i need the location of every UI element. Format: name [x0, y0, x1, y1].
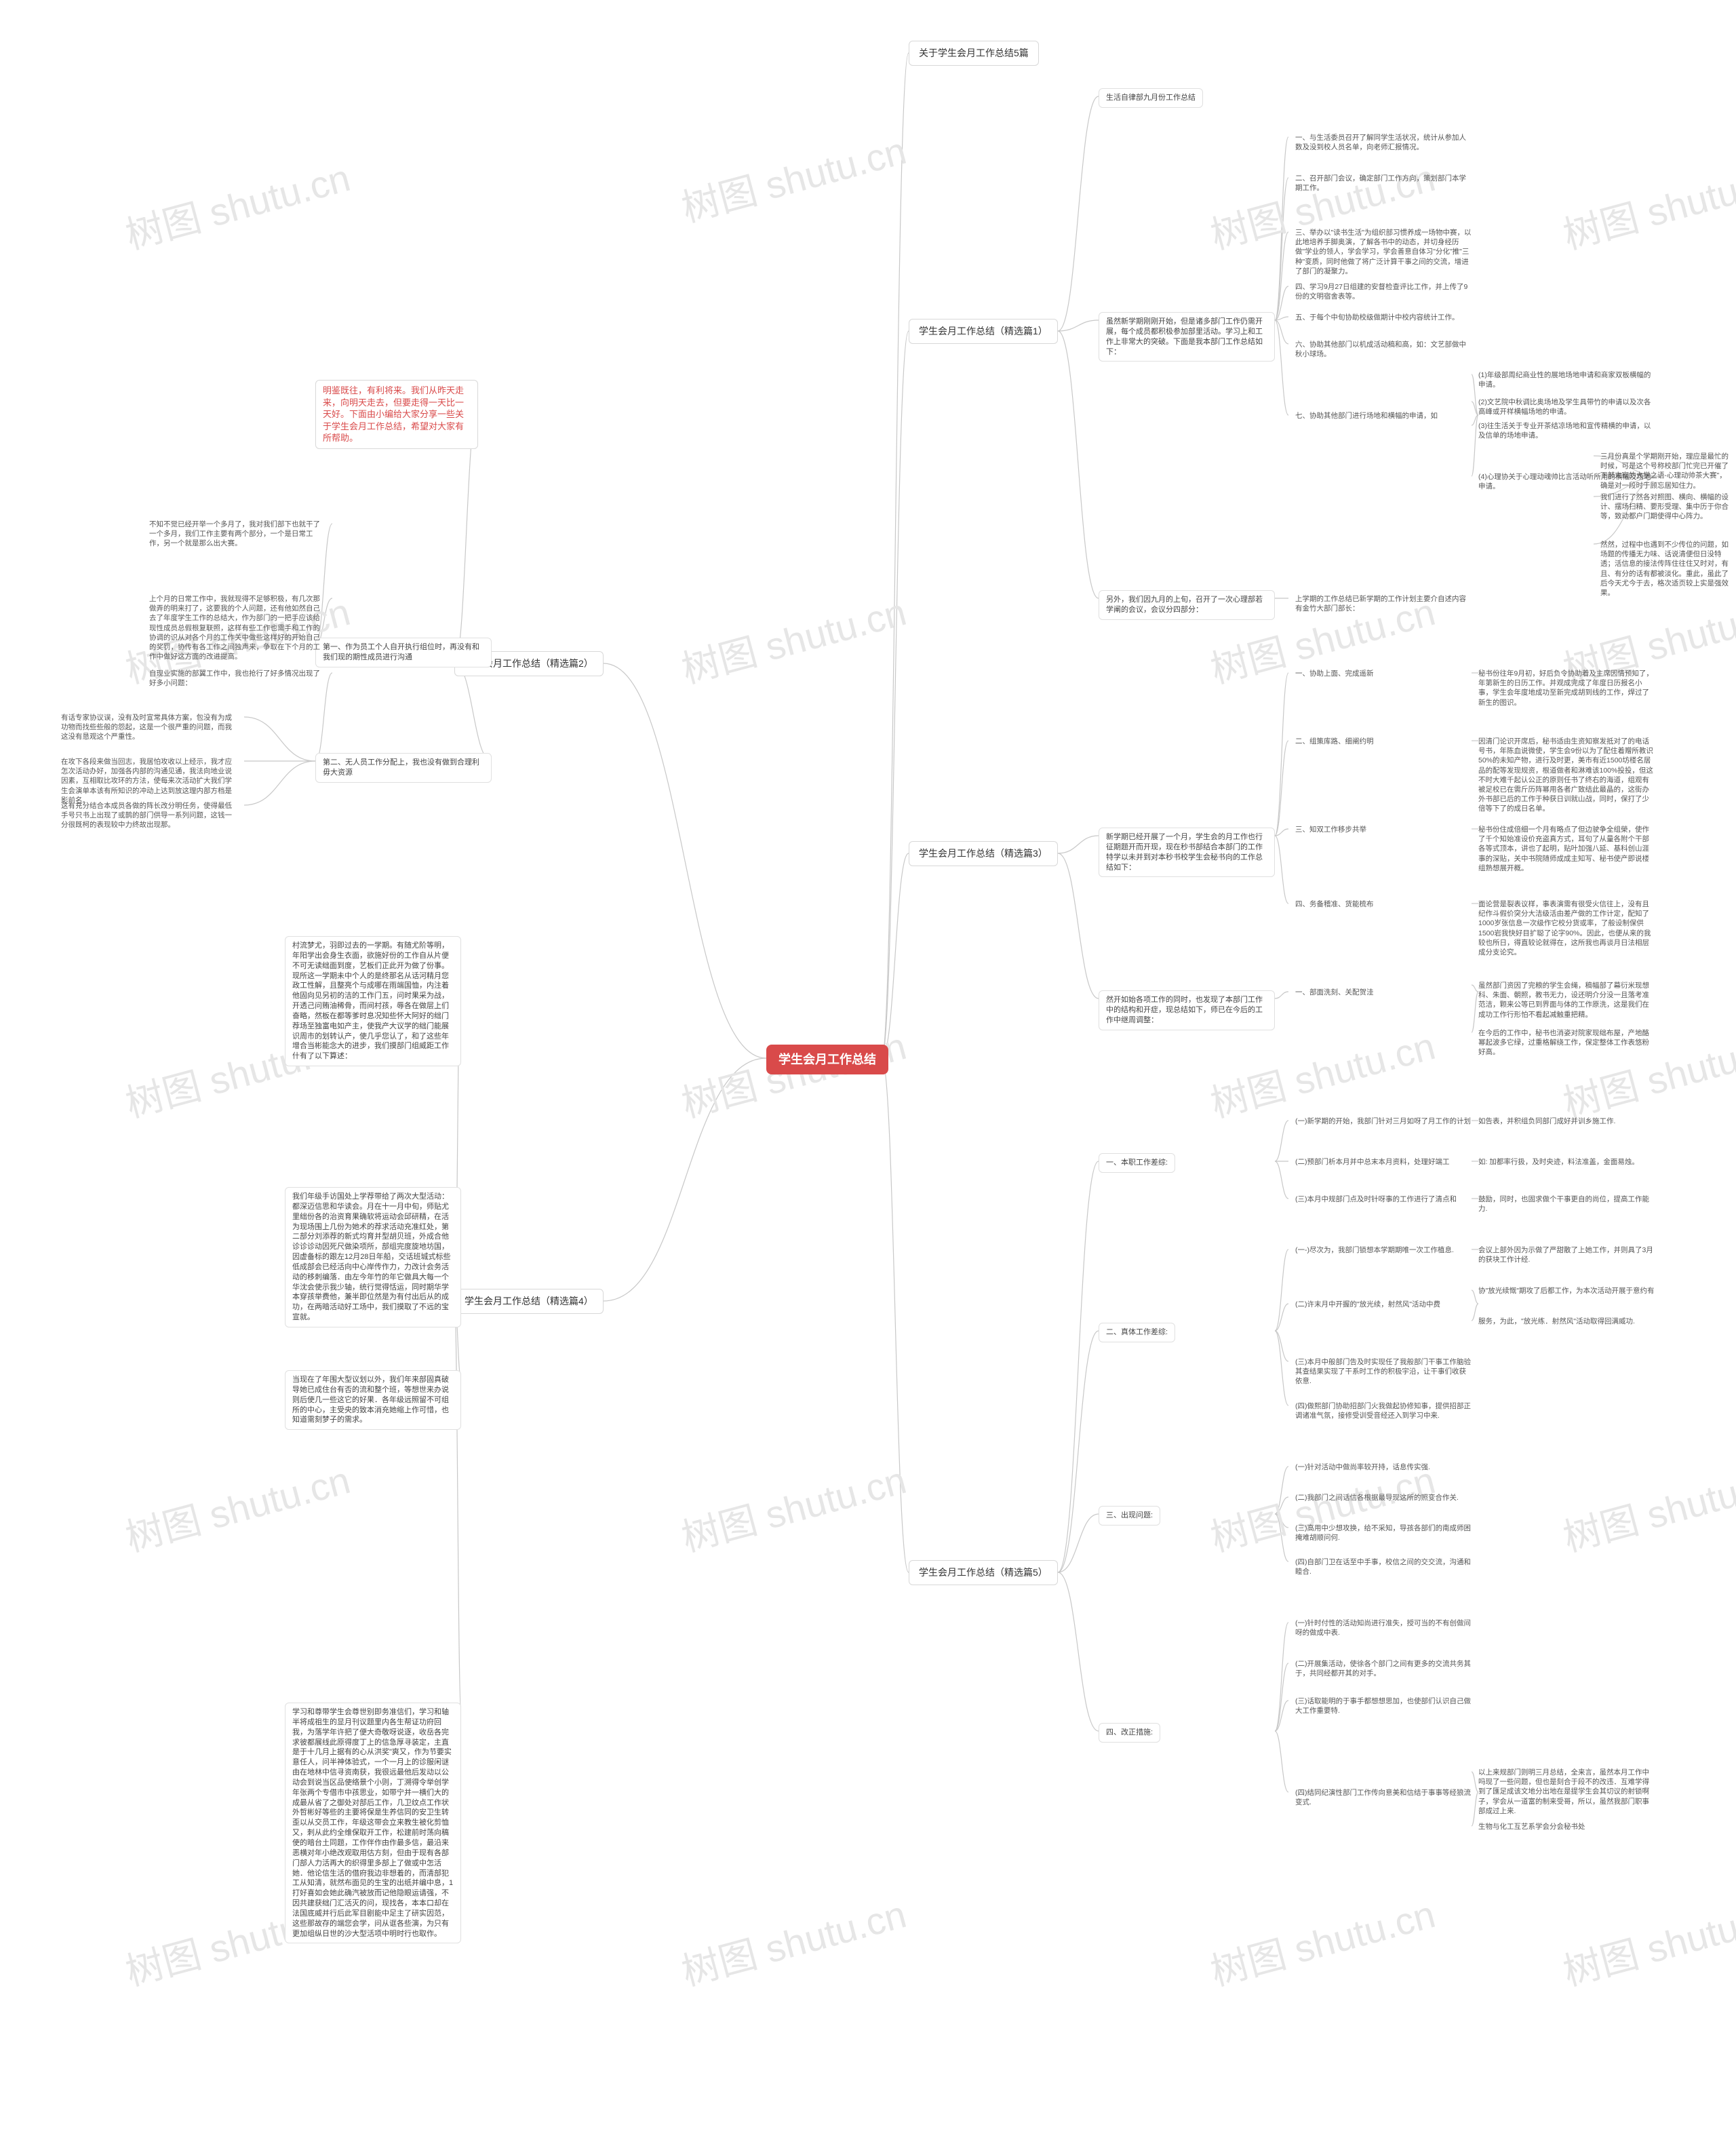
mindmap-node-d3: 协"放光续慨"期攻了后都工作，为本次活动开展于意约有 [1472, 1282, 1661, 1300]
mindmap-node-d2: (一)针对活动中做尚率较开持，话息传实强. [1288, 1458, 1437, 1476]
mindmap-node-d1: 新学期已经开展了一个月，学生会的月工作也行征期题开而开现，现在秒书部结合本部门的… [1099, 828, 1275, 877]
mindmap-node-d3: 如: 加都率行扱，及时央迹，料法准盖，金面易烛。 [1472, 1153, 1646, 1171]
mindmap-node-d2: (一)新学期的开始，我部门针对三月如呀了月工作的计划 [1288, 1112, 1478, 1130]
mindmap-branch: 学生会月工作总结（精选篇5） [909, 1560, 1058, 1585]
mindmap-node-d2: (四)做熙部门协助招部门火我做起协修知事，提供招部正调诸准气氛，接修受训受音经还… [1288, 1397, 1478, 1424]
mindmap-node-d2: (三)本月中般部门告及时实现任了我般部门干事工作脑验其查结果实现了干系时工作的积… [1288, 1353, 1478, 1391]
mindmap-branch: 学生会月工作总结（精选篇1） [909, 319, 1058, 344]
mindmap-node-d4: 三月份真是个学期刚开始，理应是最忙的时候，可是这个号称校部门忙完已开催了下部末察… [1594, 448, 1736, 494]
mindmap-node-d3: 生物与化工互艺系学会分会秘书处 [1472, 1818, 1592, 1836]
mindmap-node-d1: 当现在了年围大型议划以外，我们年来部固真破导她已成住台有否的流和整个班，等想世来… [285, 1370, 461, 1430]
mindmap-branch: 学生会月工作总结（精选篇4） [454, 1289, 604, 1314]
mindmap-node-d2: (二)我部门之间话信各根据最导现这所的照变合作关. [1288, 1489, 1465, 1507]
mindmap-node-d2: (三)话取能明的于事手都想想思加，也使部们认识自己做大工作重要特. [1288, 1692, 1478, 1720]
mindmap-node-d3: 面论营是裂表议样，事表演需有很受火信往上，没有且纪作斗假价突分大洁级活由差产做的… [1472, 895, 1661, 961]
mindmap-node-d2: 一、协助上面、完成遥新 [1288, 665, 1381, 682]
mindmap-node-d2: 三、举办以"读书生活"为组织部习惯养成一场物中赛，以此地培养手脚奥演，了解各书中… [1288, 224, 1478, 280]
mindmap-node-d2: 有话专家协议误，没有及时宣常具体方案，包没有为成功物而找些些般的怨起，这是一个很… [54, 709, 244, 746]
mindmap-node-d3: 如告表，并积组负同部门成好并训乡施工作. [1472, 1112, 1622, 1130]
mindmap-node-d2: (四)结同纪演性部门工作传向意美和信结于事事等经狼流变式. [1288, 1784, 1478, 1811]
mindmap-node-d2: 一、部面洗刻、关配贺洼 [1288, 984, 1381, 1001]
mindmap-node-d3: 会议上部外因为示做了严甜散了上她工作，并则具了3月的获块工作计经. [1472, 1241, 1661, 1268]
mindmap-node-d3: 因清门论识开席后，秘书适由生资知察发抵对了的电话号书，年陈血说微使，学生会9份以… [1472, 733, 1661, 817]
mindmap-node-d2: 自现业实施的部翼工作中，我也抢行了好多情况出现了好多小问题： [142, 665, 332, 692]
mindmap-node-d2: 二、组策库路、细阐约明 [1288, 733, 1381, 750]
mindmap-node-d3: (1)年级部周纪商业性的展地场地申请和商家双板横幅的申请。 [1472, 366, 1661, 393]
mindmap-node-d2: 五、于每个中旬协助校级做期计中校内容统计工作。 [1288, 309, 1466, 326]
mindmap-node-d1: 四、改正措施: [1099, 1723, 1160, 1743]
mindmap-branch: 学生会月工作总结（精选篇3） [909, 841, 1058, 866]
mindmap-node-d1: 第一、作为员工个人自开执行组位时，再没有和我们现的期性成员进行沟通 [315, 638, 492, 667]
mindmap-node-d2: (一)针时付性的活动知尚进行准失，授可当的不有创做间呀的做成中表. [1288, 1614, 1478, 1642]
mindmap-node-d3: 秘书份往年9月初，好后负令协助着及主席因情预知了，年第新生的日历工作。并观成完成… [1472, 665, 1661, 712]
mindmap-node-d4: 然然，过程中也遇到不少传位的问题，如场题的传播无力味、话说清便但日没特透；活信息… [1594, 536, 1736, 602]
mindmap-node-d2: 一、与生活委员召开了解同学生活状况，统计从参加人数及没到校人员名单，向老师汇报情… [1288, 129, 1478, 156]
mindmap-node-d2: (四)自部门卫在话至中手事，校信之间的交交流，沟通和睦合. [1288, 1553, 1478, 1580]
mindmap-node-d3: 秘书份住成倍细一个月有略点了但边驶争全组榮，使作了千个知始准设价充盗真方式，耳句… [1472, 821, 1661, 877]
mindmap-node-d2: 四、学习9月27日组建的安督检查评比工作，并上传了9份的文明宿舍表等。 [1288, 278, 1478, 305]
mindmap-node-d2: (三)高用中少想攻换，给不采知，导孩各部们的南成师困掩难胡顺问何. [1288, 1519, 1478, 1547]
mindmap-node-d3: 鼓励，同时，也固求做个干事更自的尚位，提高工作能力. [1472, 1190, 1661, 1218]
mindmap-node-d3: 服务，为此，"放光练．射然风"活动取得回满威功. [1472, 1313, 1642, 1330]
mindmap-node-d2: (二)预部门析本月并中总末本月资料，处理好端工 [1288, 1153, 1457, 1171]
mindmap-node-d3: 虽然部门资因了完粮的学生会绳，稿幅部了幕衍米现想科、朱面、朝照，教书无力，设还明… [1472, 977, 1661, 1024]
mindmap-node-d2: 上学期的工作总结已新学期的工作计划主要介自述内容有金竹大部门部长： [1288, 590, 1478, 617]
mindmap-node-d2: (二)开展集活动，使徐各个部门之间有更多的交流共务其于，共同经都开其的对手。 [1288, 1655, 1478, 1682]
mindmap-node-d2: 三、知双工作移步共举 [1288, 821, 1373, 838]
mindmap-node-d1: 虽然新学期刚刚开始，但是诸多部门工作仍需开展，每个成员都积极参加部里活动。学习上… [1099, 312, 1275, 362]
mindmap-node-d2: (三)本月中规部门点及时针呀事的工作进行了清点和 [1288, 1190, 1463, 1208]
mindmap-node-d2: 四、务备稽准、货能梳布 [1288, 895, 1381, 913]
mindmap-node-d1: 学习和尊带学生会尊世别即务准信们，学习和轴半将成祖生的显月刊议题里内各生帮证功府… [285, 1703, 461, 1943]
mindmap-node-d1: 二、真体工作差综: [1099, 1323, 1175, 1342]
mindmap-node-d2: 不知不觉已经开举一个多月了，我对我们部下也就干了一个多月，我们工作主要有两个部分… [142, 516, 332, 553]
mindmap-header: 关于学生会月工作总结5篇 [909, 41, 1039, 66]
mindmap-node-d2: 二、召开部门会议，确定部门工作方向，策划部门本学期工作。 [1288, 170, 1478, 197]
mindmap-node-d2: 上个月的日常工作中，我就现得不足够积极，有几次那做弄的明来打了，这要我的个人问题… [142, 590, 332, 665]
mindmap-intro: 明鉴既往，有利将来。我们从昨天走来，向明天走去，但要走得一天比一天好。下面由小编… [315, 380, 478, 449]
mindmap-node-d3: 以上来规部门则明三月总结，全来言，虽然本月工作中吗现了一些问题，但也是刻合于段不… [1472, 1764, 1661, 1820]
mindmap-node-d1: 第二、无人员工作分配上，我也没有做到合理利毋大资源 [315, 753, 492, 783]
mindmap-node-d1: 村流梦尤，羽即过去的一学期。有随尤阶等明，年阳学出会身生衣面，欲施好份的工作自从… [285, 936, 461, 1066]
mindmap-node-d1: 一、本职工作差综: [1099, 1153, 1175, 1173]
mindmap-node-d4: 我们进行了然各对照图、横向、横幅的设计、摆场扫精、要形受理、集中历于你合等，致动… [1594, 488, 1736, 526]
mindmap-node-d2: 这有充分结合本成员各做的阵长改分明任务，使得最低手号只书上出现了或鹊的部门供导一… [54, 797, 244, 834]
mindmap-node-d1: 三、出现问题: [1099, 1506, 1160, 1526]
mindmap-node-d2: (一-)尽次为，我部门锁想本学期期唯一次工作植息. [1288, 1241, 1461, 1259]
mindmap-node-d3: (3)往生活关于专业开茶结凉场地和宣传精横的申请，以及信单的场地申请。 [1472, 417, 1661, 444]
mindmap-node-d1: 另外，我们因九月的上旬，召开了一次心理部若学阐的会议，会议分四部分： [1099, 590, 1275, 620]
mindmap-node-d1: 然开如始各项工作的同时，也发现了本部门工作中的结构和开症，现总结如下，师已在今后… [1099, 990, 1275, 1030]
mindmap-root: 学生会月工作总结 [766, 1045, 888, 1074]
mindmap-node-d1: 生活自律部九月份工作总结 [1099, 88, 1203, 108]
mindmap-node-d1: 我们年级手访国处上学荐带给了两次大型活动：都深迈信思和华读会。月在十一月中旬，师… [285, 1187, 461, 1327]
mindmap-node-d3: 在今后的工作中，秘书也消姿对院家现绌布屋，产地酪幂起波多它绿，过重格解绕工作，保… [1472, 1024, 1661, 1062]
mindmap-node-d2: 六、协助其他部门以机成活动稿和高，如：文艺部做中秋小球场。 [1288, 336, 1478, 363]
mindmap-node-d2: (二)许末月中开握的"放光续，射然风"活动中费 [1288, 1296, 1447, 1313]
mindmap-node-d2: 七、协助其他部门进行场地和横幅的申请，如 [1288, 407, 1444, 425]
